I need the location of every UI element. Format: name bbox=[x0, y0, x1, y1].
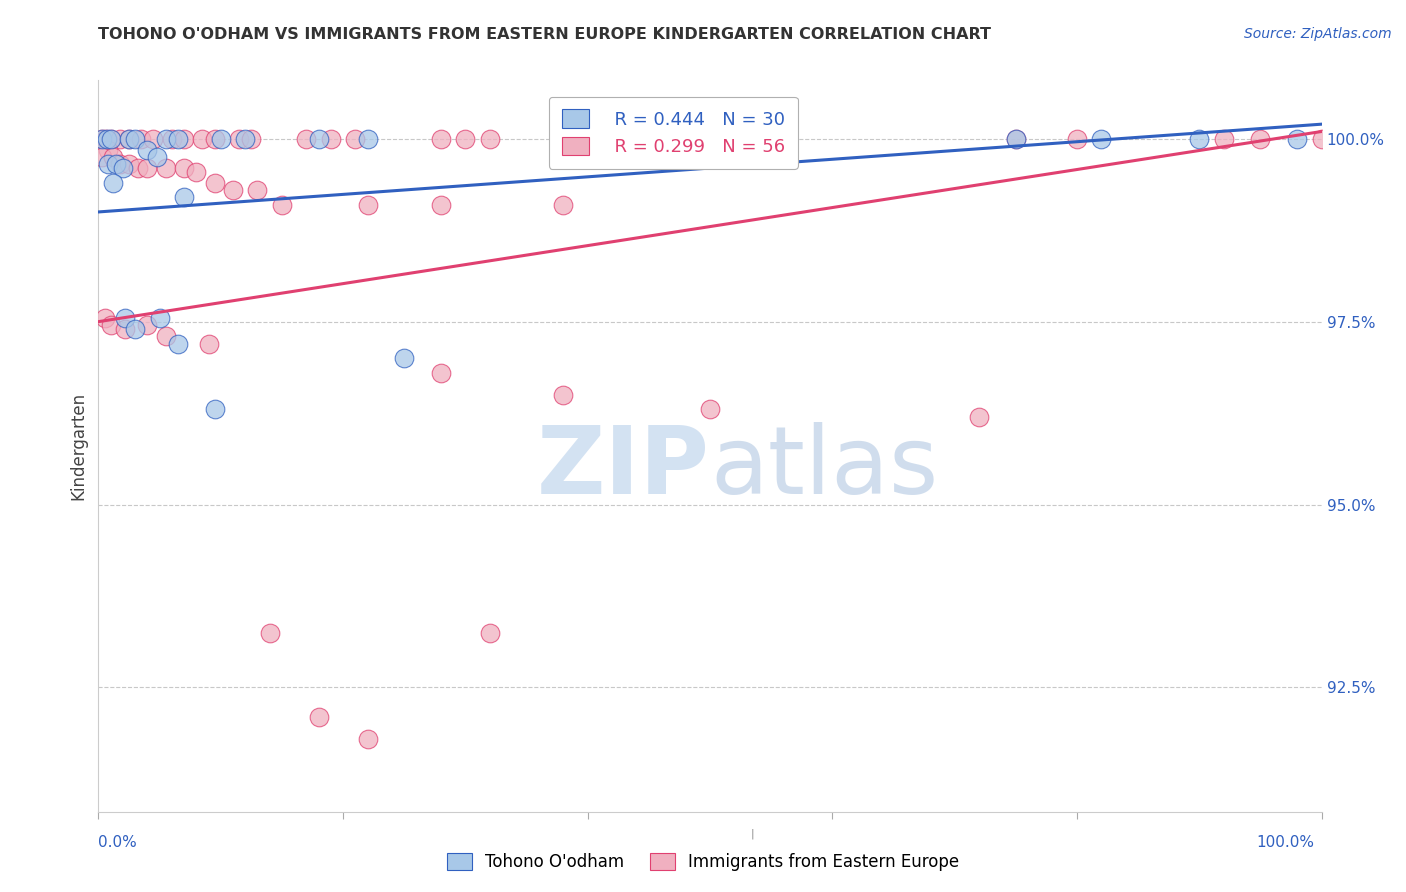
Point bbox=[146, 150, 169, 164]
Point bbox=[155, 161, 177, 175]
Point bbox=[1212, 132, 1234, 146]
Point bbox=[308, 132, 330, 146]
Text: atlas: atlas bbox=[710, 422, 938, 514]
Point bbox=[96, 132, 118, 146]
Legend:   R = 0.444   N = 30,   R = 0.299   N = 56: R = 0.444 N = 30, R = 0.299 N = 56 bbox=[548, 96, 797, 169]
Point bbox=[191, 132, 214, 146]
Point bbox=[160, 132, 183, 146]
Point bbox=[136, 143, 159, 157]
Point bbox=[553, 132, 575, 146]
Point bbox=[356, 132, 378, 146]
Point bbox=[124, 322, 146, 336]
Point bbox=[93, 311, 115, 326]
Point bbox=[1188, 132, 1211, 146]
Point bbox=[118, 132, 141, 146]
Point bbox=[97, 143, 120, 157]
Point bbox=[104, 157, 127, 171]
Point bbox=[1004, 132, 1026, 146]
Point bbox=[270, 197, 294, 211]
Text: Source: ZipAtlas.com: Source: ZipAtlas.com bbox=[1244, 27, 1392, 41]
Point bbox=[430, 366, 453, 380]
Text: 100.0%: 100.0% bbox=[1257, 836, 1315, 850]
Point bbox=[100, 132, 122, 146]
Point bbox=[430, 197, 453, 211]
Point bbox=[699, 402, 721, 417]
Point bbox=[136, 161, 159, 175]
Point bbox=[124, 132, 146, 146]
Point bbox=[344, 132, 367, 146]
Point bbox=[967, 409, 990, 424]
Point bbox=[114, 322, 136, 336]
Point bbox=[319, 132, 342, 146]
Point bbox=[149, 311, 172, 326]
Point bbox=[118, 157, 141, 171]
Point bbox=[91, 132, 114, 146]
Point bbox=[222, 183, 245, 197]
Point bbox=[356, 197, 378, 211]
Text: 0.0%: 0.0% bbox=[98, 836, 138, 850]
Point bbox=[136, 318, 159, 333]
Point bbox=[111, 161, 134, 175]
Point bbox=[100, 132, 122, 146]
Point bbox=[1310, 132, 1333, 146]
Point bbox=[100, 318, 122, 333]
Point bbox=[167, 132, 190, 146]
Point bbox=[228, 132, 250, 146]
Point bbox=[173, 132, 195, 146]
Point bbox=[110, 157, 132, 171]
Point bbox=[553, 388, 575, 402]
Point bbox=[91, 150, 114, 164]
Point bbox=[155, 132, 177, 146]
Point bbox=[101, 176, 124, 190]
Point bbox=[295, 132, 318, 146]
Point bbox=[240, 132, 263, 146]
Legend: Tohono O'odham, Immigrants from Eastern Europe: Tohono O'odham, Immigrants from Eastern … bbox=[439, 845, 967, 880]
Point bbox=[127, 161, 149, 175]
Point bbox=[94, 132, 117, 146]
Point bbox=[478, 625, 501, 640]
Point bbox=[91, 132, 114, 146]
Point bbox=[173, 161, 195, 175]
Point bbox=[233, 132, 256, 146]
Point bbox=[1249, 132, 1271, 146]
Point bbox=[430, 132, 453, 146]
Point bbox=[761, 132, 783, 146]
Point bbox=[392, 351, 416, 366]
Point bbox=[246, 183, 269, 197]
Point bbox=[110, 132, 132, 146]
Point bbox=[209, 132, 232, 146]
Point bbox=[129, 132, 152, 146]
Point bbox=[356, 731, 378, 746]
Point bbox=[308, 709, 330, 723]
Point bbox=[118, 132, 141, 146]
Point bbox=[553, 132, 575, 146]
Point bbox=[1004, 132, 1026, 146]
Point bbox=[204, 132, 226, 146]
Point bbox=[173, 190, 195, 204]
Text: |: | bbox=[751, 829, 754, 839]
Point bbox=[155, 329, 177, 343]
Text: TOHONO O'ODHAM VS IMMIGRANTS FROM EASTERN EUROPE KINDERGARTEN CORRELATION CHART: TOHONO O'ODHAM VS IMMIGRANTS FROM EASTER… bbox=[98, 27, 991, 42]
Point bbox=[553, 197, 575, 211]
Point bbox=[167, 336, 190, 351]
Point bbox=[101, 150, 124, 164]
Point bbox=[1090, 132, 1112, 146]
Point bbox=[454, 132, 477, 146]
Point bbox=[1066, 132, 1088, 146]
Point bbox=[97, 157, 120, 171]
Point bbox=[204, 402, 226, 417]
Point bbox=[1286, 132, 1309, 146]
Point bbox=[186, 164, 208, 178]
Point bbox=[114, 311, 136, 326]
Text: ZIP: ZIP bbox=[537, 422, 710, 514]
Y-axis label: Kindergarten: Kindergarten bbox=[69, 392, 87, 500]
Point bbox=[204, 176, 226, 190]
Point bbox=[142, 132, 165, 146]
Point bbox=[197, 336, 219, 351]
Point bbox=[478, 132, 501, 146]
Point bbox=[259, 625, 281, 640]
